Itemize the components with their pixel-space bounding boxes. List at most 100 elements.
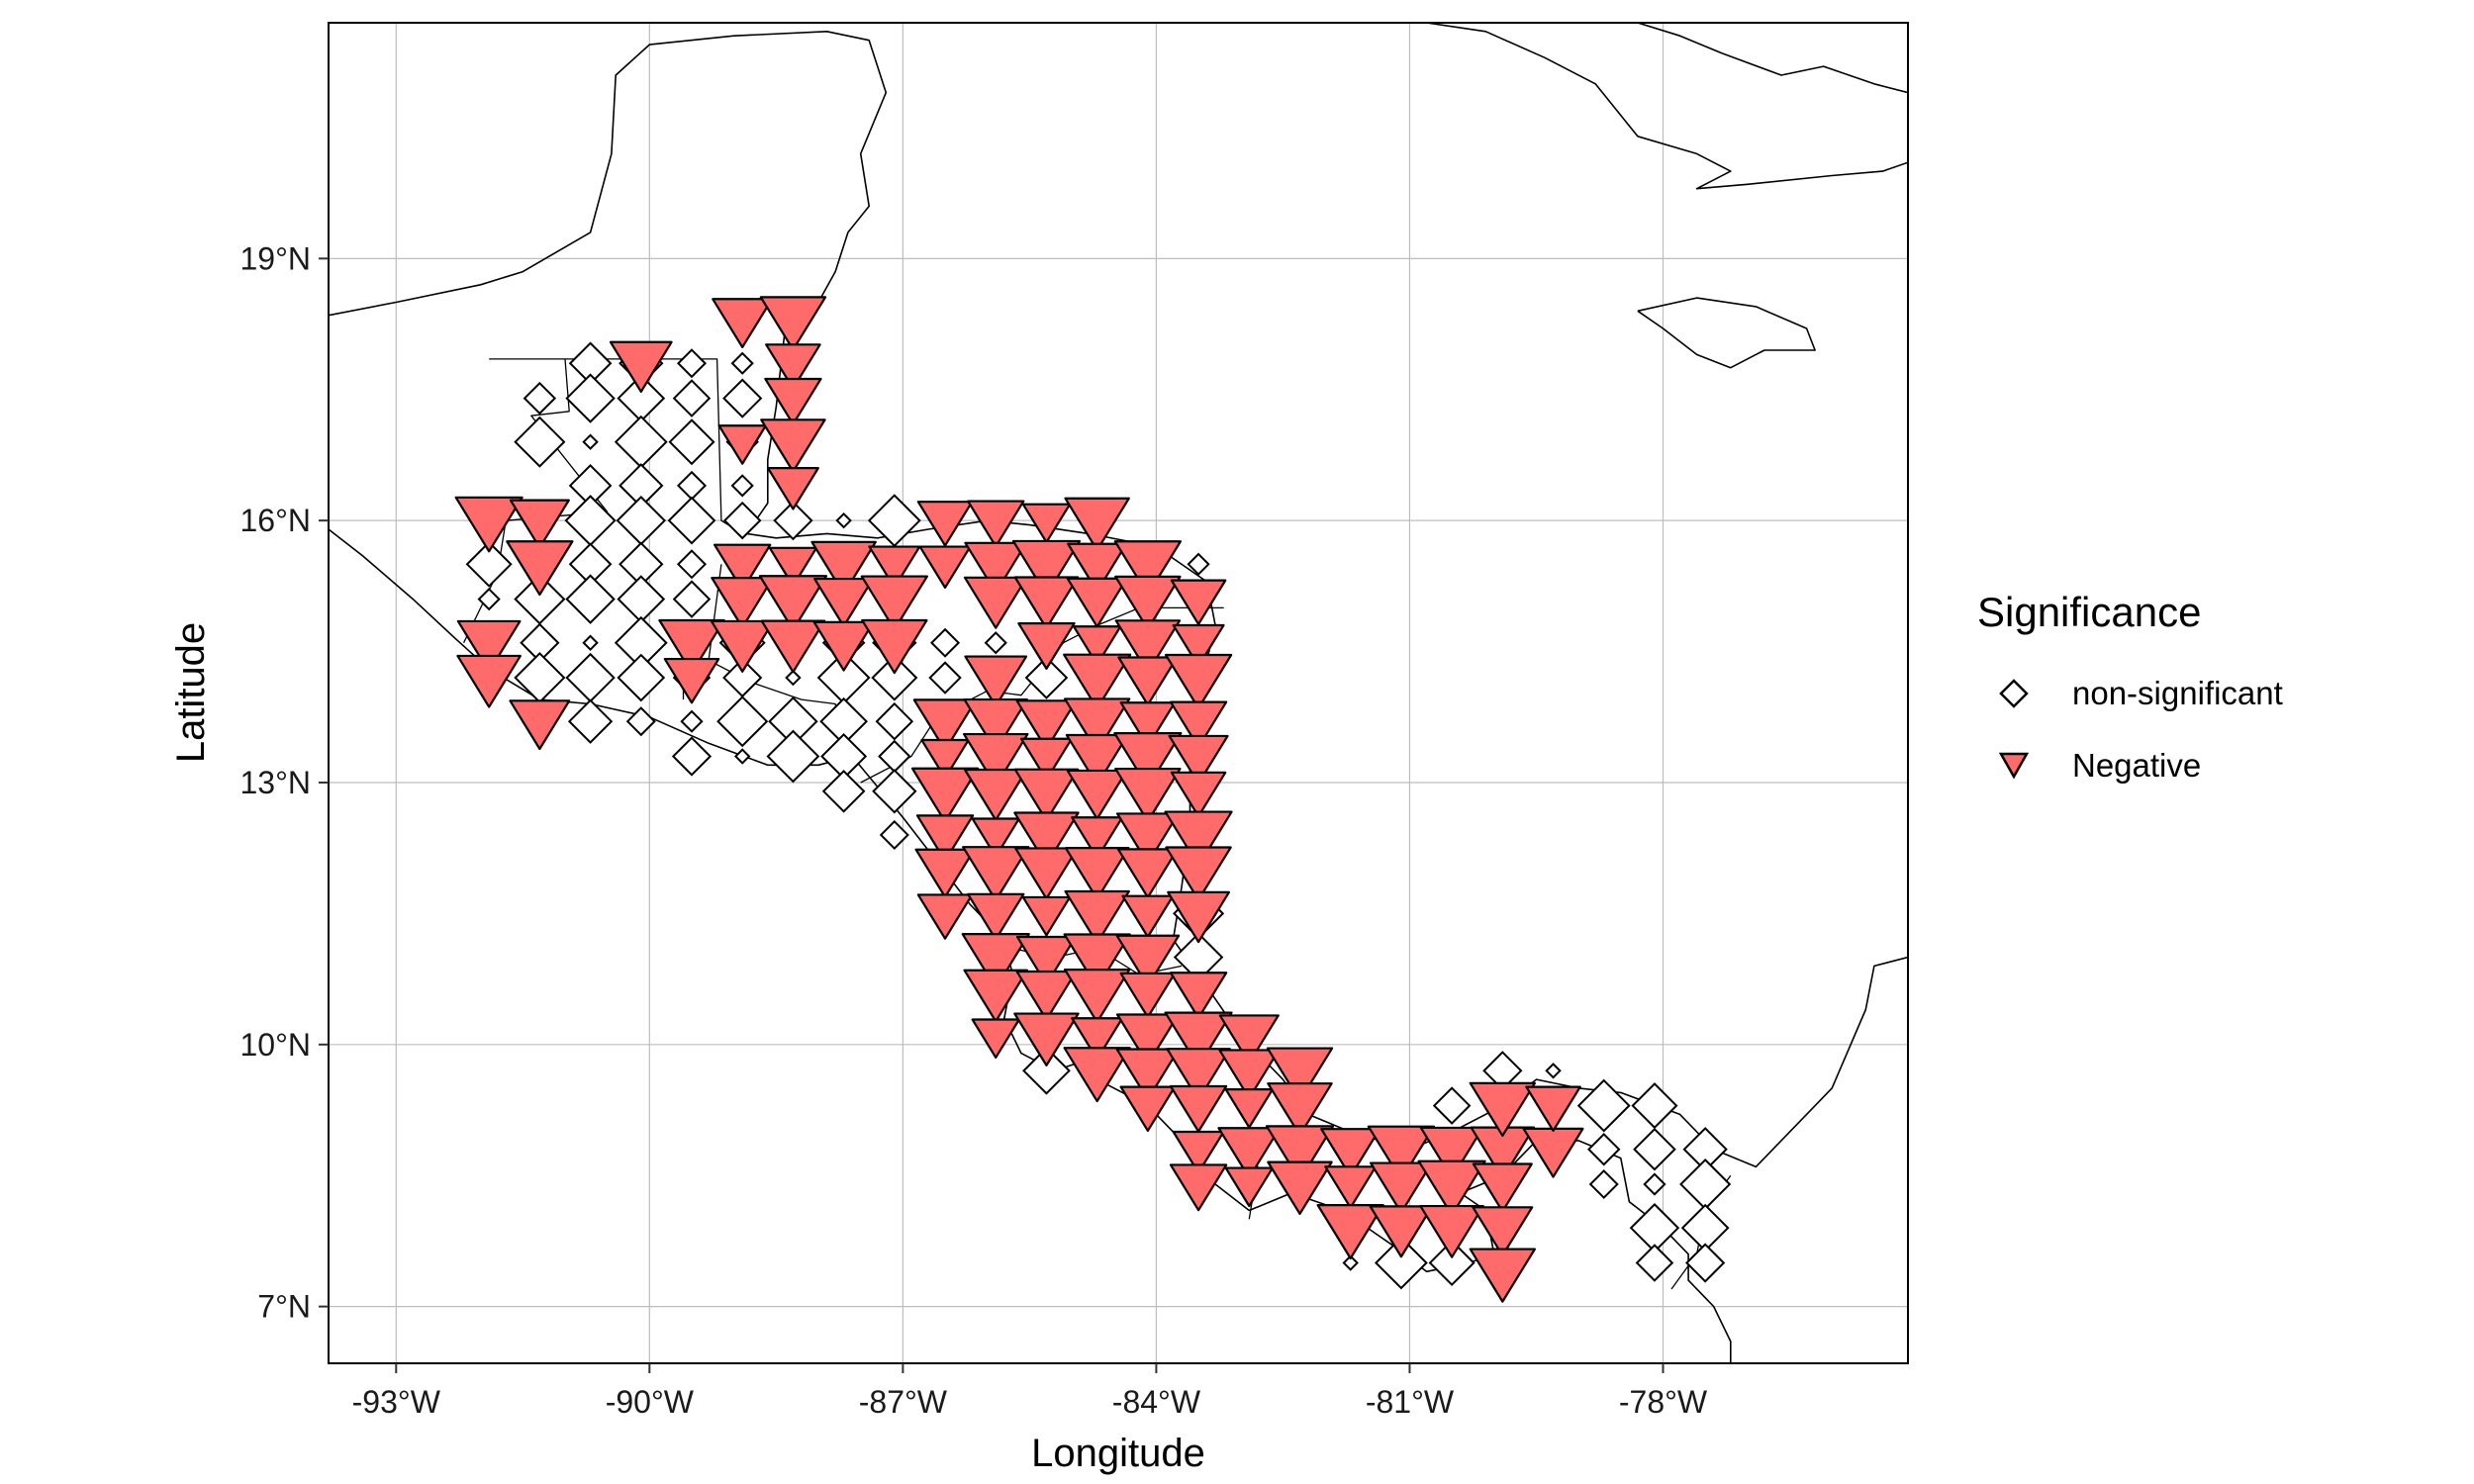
point-negative-73	[1164, 810, 1233, 868]
point-non-significant-75	[1545, 1063, 1562, 1079]
legend-label-negative: Negative	[2072, 747, 2201, 784]
point-non-significant-73	[1432, 1086, 1472, 1125]
point-negative-76	[1014, 847, 1079, 900]
point-non-significant-43	[984, 631, 1007, 655]
point-negative-75	[962, 846, 1030, 902]
coastline-2	[1426, 23, 1908, 190]
point-negative-27	[861, 618, 928, 675]
point-negative-69	[971, 817, 1020, 858]
point-negative-6	[766, 467, 819, 510]
point-negative-55	[1169, 700, 1228, 749]
point-negative-68	[915, 814, 975, 863]
point-negative-94	[1169, 972, 1228, 1020]
point-negative-54	[1119, 701, 1177, 748]
point-negative-113	[1320, 1128, 1381, 1178]
point-negative-104	[1218, 1049, 1281, 1100]
point-non-significant-0	[523, 381, 557, 416]
point-non-significant-20	[667, 496, 716, 545]
x-tick-label-3: -84°W	[1112, 1384, 1201, 1420]
point-negative-67	[1170, 771, 1227, 818]
point-negative-44	[1114, 619, 1182, 674]
point-negative-22	[813, 577, 875, 628]
point-non-significant-32	[565, 574, 616, 624]
point-negative-85	[1167, 890, 1230, 944]
point-non-significant-34	[672, 580, 712, 618]
point-non-significant-42	[930, 627, 961, 658]
point-negative-32	[918, 545, 972, 590]
legend-diamond-icon	[1999, 679, 2029, 708]
point-negative-18	[810, 540, 877, 596]
point-negative-110	[1172, 1130, 1225, 1174]
point-negative-15	[663, 657, 720, 704]
point-negative-71	[1071, 816, 1124, 860]
point-negative-87	[1015, 935, 1078, 986]
point-non-significant-57	[716, 696, 769, 748]
point-negative-128	[1369, 1205, 1434, 1258]
point-negative-3	[764, 377, 822, 425]
point-negative-33	[964, 541, 1028, 595]
coastline-3	[1637, 23, 1908, 94]
point-non-significant-12	[668, 418, 715, 466]
point-negative-79	[1165, 846, 1232, 901]
x-axis-title: Longitude	[1031, 1432, 1205, 1475]
point-non-significant-6	[565, 373, 616, 423]
point-negative-26	[812, 620, 875, 672]
point-negative-16	[714, 543, 772, 592]
x-tick-label-0: -93°W	[352, 1384, 441, 1420]
point-non-significant-10	[582, 433, 599, 450]
y-axis-ticks: 7°N 10°N 13°N 16°N 19°N	[240, 240, 329, 1325]
point-negative-111	[1217, 1127, 1282, 1179]
point-non-significant-77	[1631, 1082, 1678, 1130]
point-negative-72	[1115, 812, 1180, 865]
point-negative-8	[454, 496, 523, 553]
point-negative-21	[758, 575, 828, 631]
point-negative-5	[760, 418, 826, 473]
point-negative-92	[1063, 968, 1131, 1024]
point-negative-23	[860, 575, 928, 631]
point-negative-48	[1117, 656, 1179, 706]
y-tick-label-0: 7°N	[257, 1289, 311, 1325]
point-negative-29	[967, 500, 1025, 548]
point-negative-50	[912, 698, 978, 752]
point-non-significant-4	[730, 351, 754, 375]
point-negative-84	[1121, 894, 1175, 939]
point-negative-43	[1072, 625, 1122, 666]
point-non-significant-3	[676, 348, 708, 379]
point-negative-57	[962, 732, 1029, 788]
point-negative-11	[456, 619, 522, 673]
point-negative-63	[963, 768, 1028, 821]
point-negative-107	[1169, 1084, 1228, 1133]
point-negative-34	[1011, 539, 1082, 597]
point-non-significant-69	[1187, 552, 1210, 576]
point-negative-127	[1316, 1204, 1384, 1260]
point-negative-82	[1021, 895, 1072, 937]
point-non-significant-89	[1375, 1236, 1428, 1290]
point-negative-46	[964, 655, 1028, 707]
point-negative-56	[920, 738, 970, 780]
point-negative-77	[1064, 847, 1130, 900]
point-non-significant-17	[730, 474, 754, 498]
point-negative-13	[509, 699, 571, 751]
point-negative-97	[1071, 1017, 1124, 1061]
point-negative-131	[1469, 1248, 1537, 1303]
point-negative-66	[1114, 767, 1182, 823]
y-tick-label-2: 13°N	[240, 765, 312, 800]
point-negative-103	[1166, 1048, 1231, 1101]
point-non-significant-63	[766, 729, 820, 784]
point-negative-61	[1168, 734, 1229, 785]
panel-border	[328, 22, 1909, 1364]
point-non-significant-81	[1588, 1169, 1619, 1200]
point-negative-109	[1267, 1082, 1333, 1137]
point-non-significant-76	[1576, 1078, 1631, 1133]
point-negative-125	[1417, 1159, 1486, 1217]
point-negative-118	[1469, 1081, 1537, 1138]
point-negative-58	[1019, 737, 1073, 782]
point-non-significant-68	[879, 819, 909, 850]
point-non-significant-55	[625, 706, 656, 737]
point-non-significant-78	[1587, 1133, 1621, 1166]
point-negative-108	[1224, 1088, 1274, 1129]
y-axis-title: Latitude	[169, 622, 213, 763]
point-negative-126	[1472, 1162, 1533, 1213]
point-negative-2	[765, 343, 821, 390]
y-tick-label-4: 19°N	[240, 240, 312, 276]
